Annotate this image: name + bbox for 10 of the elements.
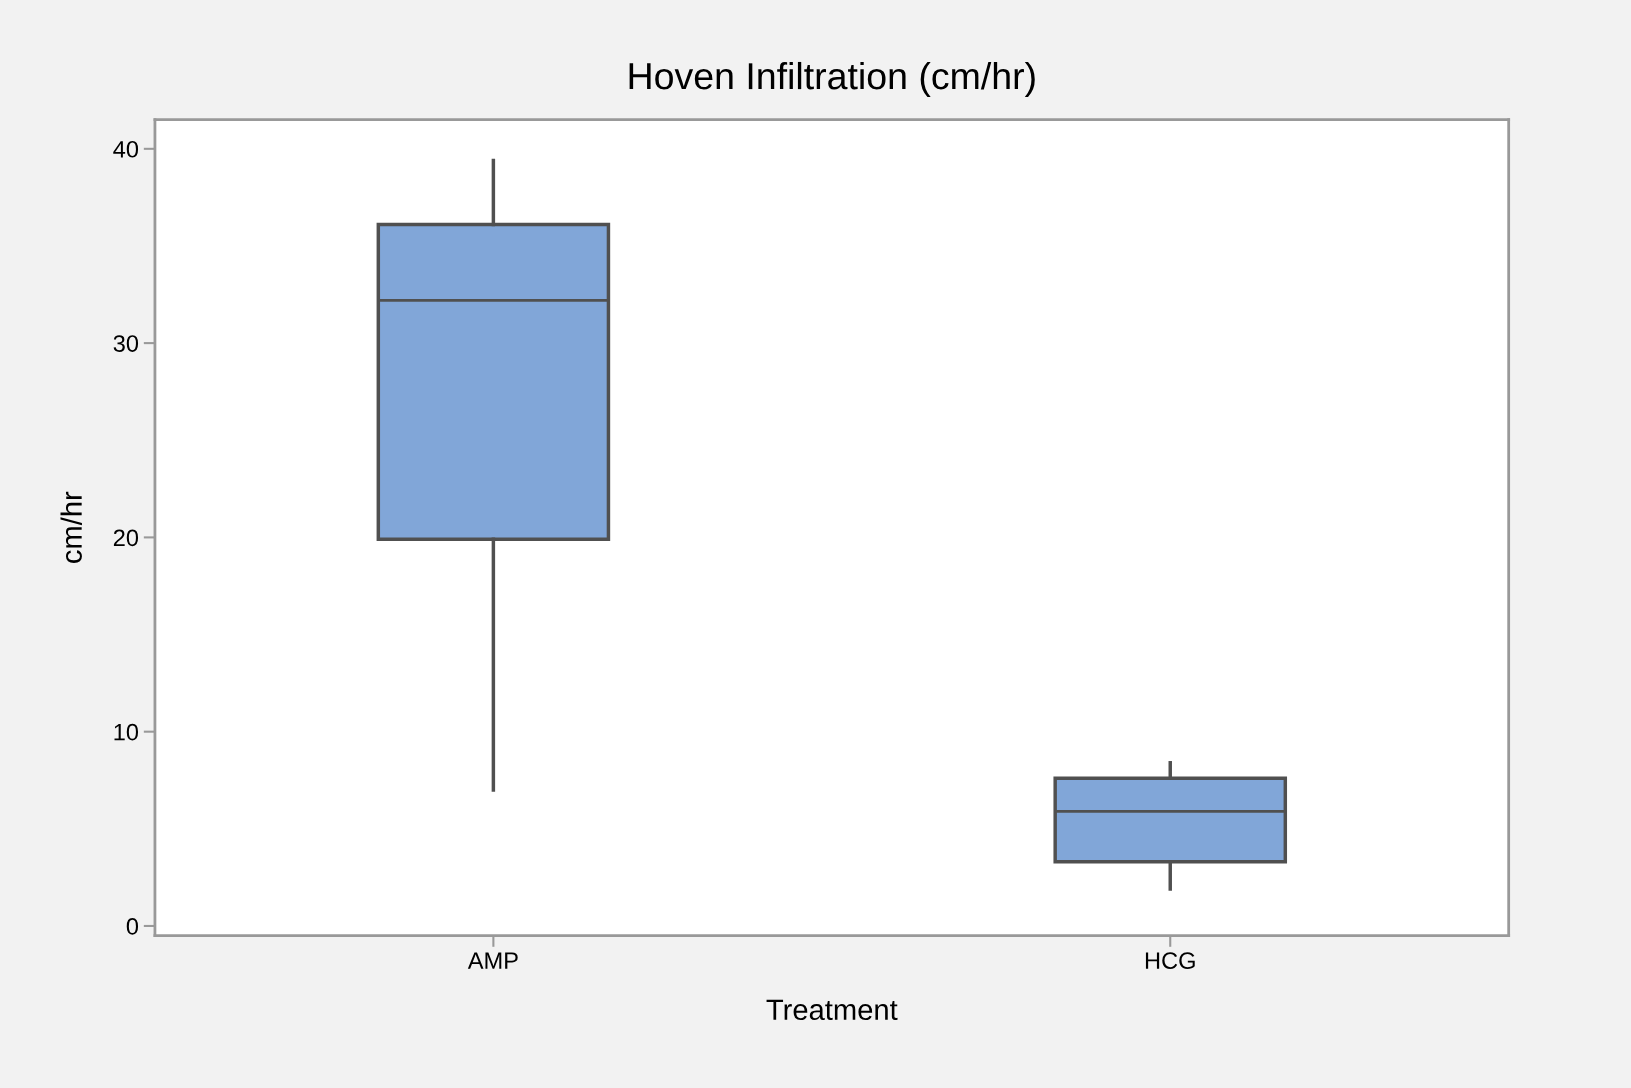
y-tick-label: 0 xyxy=(126,918,139,935)
x-tick-label: AMP xyxy=(467,952,518,969)
y-axis-title: cm/hr xyxy=(60,491,82,563)
x-axis-title: Treatment xyxy=(766,999,898,1021)
y-tick-label: 10 xyxy=(114,723,139,741)
chart-title: Hoven Infiltration (cm/hr) xyxy=(629,61,1035,97)
x-tick-label: HCG xyxy=(1145,952,1195,969)
y-tick-label: 30 xyxy=(113,335,139,352)
y-tick-label: 40 xyxy=(113,140,139,158)
y-tick-label: 20 xyxy=(113,529,139,547)
